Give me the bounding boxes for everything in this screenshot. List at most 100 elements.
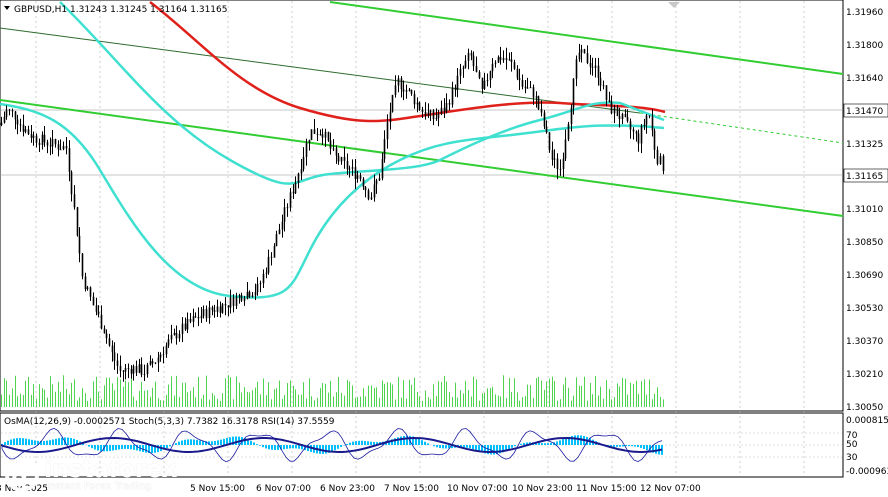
candle-body: [532, 87, 535, 98]
candle-body: [335, 148, 338, 156]
candle-body: [478, 71, 481, 78]
candle-body: [400, 78, 403, 90]
candle-body: [545, 126, 548, 133]
candle-body: [502, 57, 505, 61]
candle-body: [556, 158, 559, 170]
candle-body: [292, 192, 295, 194]
time-label: 11 Nov 15:00: [576, 484, 637, 494]
current-price-label: 1.31165: [846, 172, 883, 182]
candle-body: [35, 135, 38, 143]
candle-body: [597, 65, 600, 78]
candle-body: [251, 295, 254, 297]
candle-body: [122, 370, 125, 372]
candle-body: [19, 124, 22, 126]
candle-body: [351, 167, 354, 169]
candle-body: [621, 113, 624, 120]
candle-body: [354, 167, 357, 179]
candle-body: [221, 304, 224, 313]
candle-body: [178, 333, 181, 339]
regression-line-ext: [639, 112, 844, 144]
main-panel[interactable]: [0, 0, 844, 412]
channel-lower-line: [0, 99, 844, 217]
candle-body: [262, 273, 265, 284]
candle-body: [49, 145, 52, 147]
candle-body: [405, 90, 408, 92]
candle-body: [62, 146, 65, 150]
candle-body: [470, 52, 473, 56]
candle-body: [462, 67, 465, 70]
candle-body: [208, 307, 211, 319]
candle-body: [429, 110, 432, 113]
candle-body: [564, 139, 567, 159]
candle-body: [105, 333, 108, 339]
candle-body: [65, 146, 68, 149]
level-price-box: [843, 103, 888, 118]
candle-body: [435, 117, 438, 120]
candle-body: [27, 129, 30, 135]
candle-body: [273, 246, 276, 258]
candle-body: [167, 339, 170, 346]
stochastic-line: [1, 427, 663, 463]
indicator-lines: [1, 427, 663, 463]
candle-body: [275, 234, 278, 247]
price-axis: 1.31960 1.31800 1.31640 1.31470 1.31325 …: [843, 8, 888, 413]
candle-body: [497, 56, 500, 63]
volume-bars: [1, 375, 664, 407]
price-label: 1.30210: [846, 370, 883, 380]
candle-body: [508, 59, 511, 61]
candle-body: [132, 366, 135, 374]
candle-body: [397, 78, 400, 86]
candle-body: [526, 87, 529, 89]
candle-body: [111, 345, 114, 353]
candle-body: [140, 364, 143, 375]
candle-body: [124, 368, 127, 372]
candle-body: [332, 148, 335, 150]
price-label: 1.30370: [846, 337, 883, 347]
candle-body: [232, 297, 235, 306]
candle-body: [613, 107, 616, 114]
price-label: 1.31010: [846, 205, 883, 215]
candle-body: [416, 102, 419, 105]
dropdown-arrow-icon[interactable]: [4, 6, 10, 10]
candle-body: [235, 296, 238, 306]
scroll-marker-icon[interactable]: [668, 2, 680, 8]
candle-body: [662, 156, 665, 171]
candle-body: [327, 131, 330, 141]
candle-body: [197, 316, 200, 319]
candle-body: [54, 138, 57, 145]
candle-body: [432, 110, 435, 120]
candle-body: [629, 121, 632, 130]
candle-body: [632, 129, 635, 132]
candle-body: [559, 168, 562, 170]
candle-body: [594, 65, 597, 68]
candle-body: [302, 156, 305, 170]
candle-body: [651, 116, 654, 131]
candle-body: [216, 306, 219, 312]
candle-body: [421, 109, 424, 112]
indicator-axis: 0.000815 70 50 30 -0.000963: [846, 416, 888, 477]
candle-body: [186, 318, 189, 330]
candle-body: [256, 284, 259, 293]
candle-body: [0, 122, 3, 126]
candle-body: [135, 366, 138, 373]
candle-body: [391, 94, 394, 112]
candle-body: [151, 361, 154, 364]
candle-body: [189, 318, 192, 322]
candle-body: [370, 197, 373, 200]
price-label: 1.30690: [846, 271, 883, 281]
indicator-min-label: -0.000963: [846, 467, 888, 477]
candle-body: [337, 155, 340, 162]
candle-body: [537, 96, 540, 110]
candle-body: [24, 129, 27, 132]
candle-body: [418, 102, 421, 110]
candle-body: [313, 129, 316, 134]
candle-body: [175, 332, 178, 339]
candle-body: [213, 310, 216, 312]
current-price-box: [843, 168, 888, 183]
candle-body: [483, 80, 486, 89]
candle-body: [589, 62, 592, 67]
candle-body: [578, 52, 581, 60]
candle-body: [73, 194, 76, 208]
candle-body: [408, 89, 411, 91]
